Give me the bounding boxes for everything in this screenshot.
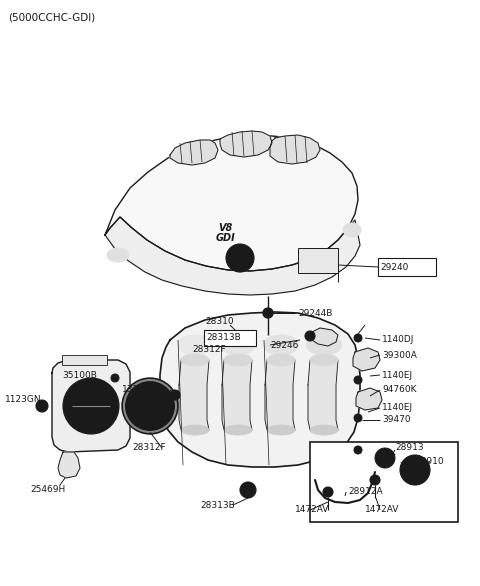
Text: 29246: 29246 — [270, 340, 299, 349]
Circle shape — [354, 376, 362, 384]
Text: 94760K: 94760K — [382, 386, 417, 394]
Circle shape — [111, 374, 119, 382]
Text: 28312F: 28312F — [192, 346, 226, 355]
Circle shape — [226, 244, 254, 272]
Polygon shape — [179, 360, 209, 430]
Ellipse shape — [224, 354, 252, 366]
Circle shape — [323, 487, 333, 497]
Polygon shape — [353, 348, 380, 371]
Ellipse shape — [310, 425, 338, 435]
Circle shape — [305, 331, 315, 341]
Text: 28310: 28310 — [205, 318, 234, 326]
Polygon shape — [222, 360, 252, 430]
Polygon shape — [105, 135, 358, 271]
Bar — [310, 442, 458, 522]
Text: 39300A: 39300A — [382, 350, 417, 359]
Polygon shape — [270, 135, 320, 164]
Polygon shape — [58, 452, 80, 478]
Text: 29244B: 29244B — [298, 308, 332, 318]
Polygon shape — [356, 388, 382, 410]
Text: 28912A: 28912A — [348, 488, 383, 496]
Circle shape — [354, 446, 362, 454]
Polygon shape — [312, 328, 338, 346]
Ellipse shape — [307, 335, 341, 355]
Circle shape — [77, 392, 105, 420]
Text: 39470: 39470 — [382, 415, 410, 424]
Polygon shape — [265, 360, 295, 430]
Circle shape — [243, 485, 253, 495]
Ellipse shape — [267, 425, 295, 435]
Text: 28312F: 28312F — [132, 444, 166, 452]
Polygon shape — [160, 312, 360, 467]
Ellipse shape — [264, 335, 299, 355]
Bar — [204, 330, 256, 346]
Circle shape — [36, 400, 48, 412]
Polygon shape — [52, 360, 130, 452]
Text: 28913: 28913 — [395, 444, 424, 452]
Text: 1140EJ: 1140EJ — [382, 370, 413, 380]
Text: GDI: GDI — [216, 233, 236, 243]
Text: 1123GN: 1123GN — [5, 396, 42, 404]
Ellipse shape — [220, 335, 255, 355]
Text: 1140DJ: 1140DJ — [382, 336, 414, 345]
Polygon shape — [220, 131, 272, 157]
Text: V8: V8 — [218, 223, 232, 233]
Ellipse shape — [224, 425, 252, 435]
Circle shape — [400, 455, 430, 485]
Circle shape — [354, 334, 362, 342]
Text: 1472AV: 1472AV — [365, 506, 399, 515]
Circle shape — [240, 482, 256, 498]
Circle shape — [122, 378, 178, 434]
Bar — [62, 355, 107, 365]
Text: 1472AV: 1472AV — [295, 506, 329, 515]
Circle shape — [71, 386, 111, 426]
Ellipse shape — [343, 223, 361, 237]
Bar — [378, 258, 436, 276]
Text: 29240: 29240 — [380, 264, 408, 272]
Circle shape — [375, 448, 395, 468]
Text: 25469H: 25469H — [30, 485, 65, 495]
Text: 28313B: 28313B — [206, 333, 241, 342]
Bar — [298, 248, 338, 273]
Polygon shape — [308, 360, 338, 430]
Ellipse shape — [181, 425, 209, 435]
Circle shape — [404, 459, 426, 481]
Polygon shape — [170, 140, 218, 165]
Text: 28910: 28910 — [415, 458, 444, 466]
Ellipse shape — [267, 354, 295, 366]
Ellipse shape — [178, 335, 213, 355]
Circle shape — [354, 414, 362, 422]
Circle shape — [170, 390, 180, 400]
Circle shape — [263, 308, 273, 318]
Circle shape — [63, 378, 119, 434]
Text: 35100B: 35100B — [62, 370, 97, 380]
Ellipse shape — [310, 354, 338, 366]
Text: 1140EJ: 1140EJ — [382, 404, 413, 413]
Ellipse shape — [181, 354, 209, 366]
Polygon shape — [105, 217, 360, 295]
Circle shape — [370, 475, 380, 485]
Circle shape — [128, 384, 172, 428]
Text: 28313B: 28313B — [200, 500, 235, 509]
Text: (5000CCHC-GDI): (5000CCHC-GDI) — [8, 13, 95, 23]
Text: 1339GA: 1339GA — [122, 386, 158, 394]
Circle shape — [230, 248, 250, 268]
Ellipse shape — [107, 248, 129, 262]
